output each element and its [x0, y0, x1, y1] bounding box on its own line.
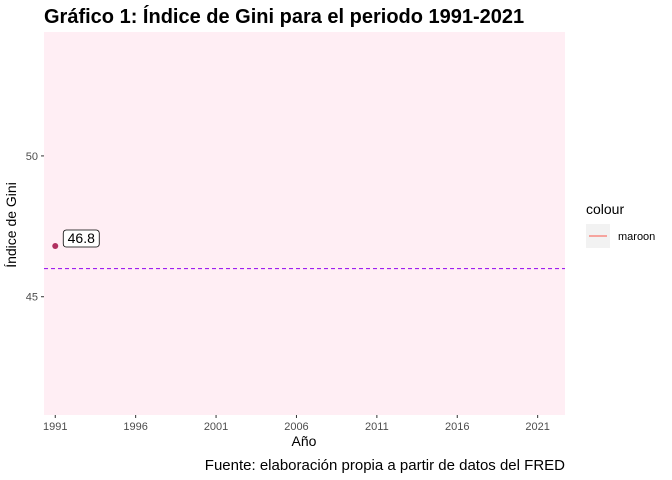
legend-title: colour — [586, 201, 624, 217]
x-tick-label: 2001 — [204, 421, 228, 433]
x-tick-label: 2006 — [284, 421, 308, 433]
x-tick-label: 2011 — [365, 421, 389, 433]
x-tick-label: 1991 — [43, 421, 67, 433]
y-axis: 45 50 — [26, 151, 44, 304]
legend: colour maroon — [586, 201, 655, 248]
chart-title: Gráfico 1: Índice de Gini para el period… — [44, 5, 524, 28]
x-tick-label: 2021 — [525, 421, 549, 433]
data-point — [52, 243, 59, 250]
data-label-box — [62, 229, 100, 248]
data-label: 46.8 — [68, 230, 95, 246]
plot-panel — [44, 32, 565, 415]
y-axis-title: Índice de Gini — [3, 182, 19, 268]
x-tick-label: 1996 — [123, 421, 147, 433]
x-axis-title: Año — [292, 433, 317, 449]
y-tick-label: 50 — [26, 151, 38, 163]
legend-label: maroon — [618, 231, 655, 243]
data-points: 46.8 — [52, 229, 100, 250]
y-tick-label: 45 — [26, 292, 38, 304]
caption: Fuente: elaboración propia a partir de d… — [205, 457, 565, 474]
x-tick-label: 2016 — [445, 421, 469, 433]
x-axis: 1991 1996 2001 2006 2011 2016 2021 — [43, 415, 550, 433]
